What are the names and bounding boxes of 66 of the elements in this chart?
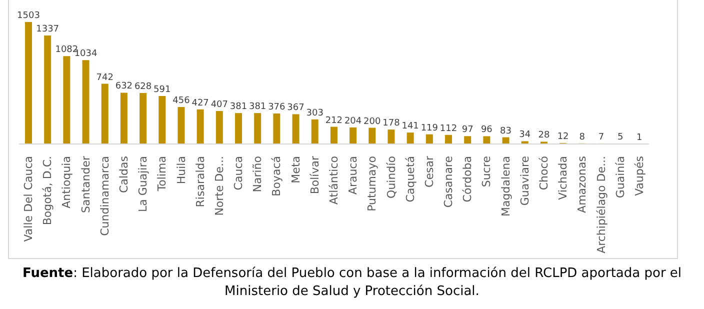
x-tick-label: Tolima [156,156,169,192]
data-label: 119 [420,123,438,134]
data-label: 632 [115,82,133,92]
data-label: 8 [579,132,586,142]
data-label: 456 [172,96,190,106]
x-tick-label: Quindío [384,156,398,198]
data-label: 141 [402,122,419,132]
x-tick-label: Boyacá [270,156,284,196]
x-tick-label: Norte De... [212,156,226,216]
x-tick-label: Putumayo [366,156,379,212]
data-label: 204 [344,116,362,126]
data-label: 28 [538,130,550,141]
x-tick-label: Guainía [614,156,627,198]
data-label: 112 [440,124,458,134]
x-tick-label: Bogotá, D.C. [41,156,54,226]
data-label: 367 [287,103,304,114]
data-label: 628 [134,82,152,92]
x-tick-label: Cundinamarca [98,156,112,236]
x-tick-label: Amazonas [576,156,589,213]
x-tick-label: Caquetá [404,156,417,202]
data-label: 427 [192,98,209,108]
x-tick-label: Antioquia [60,156,74,208]
x-tick-label: Chocó [538,156,550,190]
data-label: 12 [557,132,569,142]
data-label: 742 [96,72,114,83]
x-tick-label: Cauca [232,156,246,190]
x-tick-label: Atlántico [328,156,340,205]
x-tick-label: Cesar [422,156,436,188]
data-label: 5 [617,132,624,143]
x-tick-label: Arauca [346,156,360,195]
x-tick-label: Huila [174,156,188,184]
x-tick-label: Córdoba [461,156,474,202]
x-tick-label: Guaviare [518,156,532,206]
x-tick-label: Vichada [556,156,570,200]
data-label: 178 [382,118,400,129]
data-label: 1337 [36,24,60,34]
x-tick-label: Vaupés [632,156,646,196]
x-tick-label: Nariño [251,156,264,192]
x-tick-label: Archipiélago De... [594,156,608,254]
data-label: 96 [480,125,493,136]
x-tick-label: Magdalena [499,156,512,216]
data-label: 591 [154,85,171,96]
data-label: 381 [248,102,266,112]
x-tick-label: Risaralda [194,156,207,208]
data-label: 83 [500,126,512,136]
data-label: 381 [230,102,248,112]
x-tick-label: Sucre [480,156,494,188]
data-label: 97 [462,125,474,136]
data-label: 407 [210,100,228,110]
data-label: 200 [364,116,381,127]
data-label: 7 [598,132,604,142]
data-label: 1034 [74,49,98,60]
data-label: 303 [306,108,324,118]
data-label: 1 [636,132,642,143]
x-tick-label: Santander [79,156,92,213]
x-tick-label: Meta [289,156,302,184]
x-tick-label: Valle Del Cauca [22,156,36,242]
x-tick-label: Casanare [442,156,456,208]
data-label: 212 [325,116,343,126]
data-label: 34 [519,130,531,140]
x-tick-label: Caldas [118,156,130,193]
data-label: 1503 [17,11,40,21]
data-label: 376 [268,102,286,112]
x-tick-label: La Guajira [136,156,150,212]
source-note: Fuente: Elaborado por la Defensoría del Pueblo con base a la información del RCLPD aportada por el Ministerio de Salud y Protección Social. [22,266,682,299]
x-tick-label: Bolívar [308,156,322,194]
